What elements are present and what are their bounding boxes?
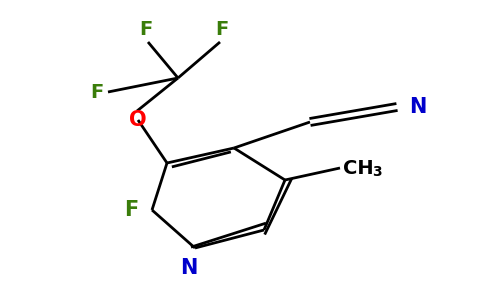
Text: F: F xyxy=(124,200,138,220)
Text: F: F xyxy=(90,82,103,101)
Text: N: N xyxy=(181,258,197,278)
Text: F: F xyxy=(139,20,152,39)
Text: CH: CH xyxy=(343,158,374,178)
Text: F: F xyxy=(215,20,228,39)
Text: 3: 3 xyxy=(372,165,381,179)
Text: N: N xyxy=(409,97,426,117)
Text: O: O xyxy=(129,110,147,130)
